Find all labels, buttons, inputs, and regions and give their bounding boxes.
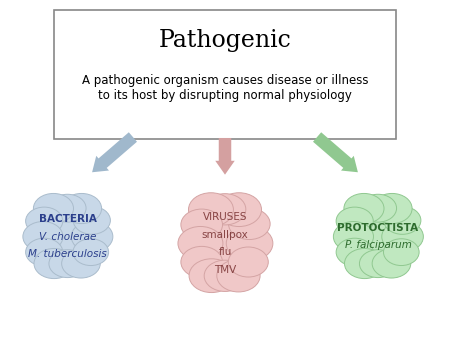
Circle shape (62, 249, 100, 278)
Circle shape (73, 239, 108, 266)
Text: flu: flu (218, 247, 232, 257)
Circle shape (360, 194, 396, 222)
Text: VIRUSES: VIRUSES (203, 212, 247, 222)
Circle shape (333, 221, 374, 252)
Text: P. falciparum: P. falciparum (345, 240, 411, 250)
Text: V. cholerae: V. cholerae (39, 232, 96, 242)
Circle shape (336, 207, 373, 235)
Circle shape (71, 221, 113, 252)
Circle shape (345, 248, 385, 279)
Ellipse shape (35, 206, 100, 267)
Circle shape (372, 193, 412, 223)
Circle shape (49, 194, 86, 222)
Circle shape (384, 207, 421, 234)
Circle shape (34, 248, 74, 279)
Text: A pathogenic organism causes disease or illness
to its host by disrupting normal: A pathogenic organism causes disease or … (82, 74, 368, 102)
FancyArrowPatch shape (92, 132, 137, 172)
Circle shape (189, 193, 234, 226)
Circle shape (181, 209, 222, 240)
Circle shape (229, 208, 270, 240)
Circle shape (204, 260, 246, 291)
Text: smallpox: smallpox (202, 230, 248, 240)
Circle shape (181, 246, 222, 277)
Circle shape (372, 249, 411, 278)
Circle shape (344, 193, 384, 223)
Circle shape (62, 193, 102, 223)
Ellipse shape (346, 206, 410, 267)
Circle shape (226, 226, 273, 261)
Circle shape (189, 259, 234, 293)
Circle shape (216, 193, 261, 226)
Text: BACTERIA: BACTERIA (39, 214, 96, 224)
Circle shape (382, 221, 423, 252)
FancyArrowPatch shape (215, 138, 235, 175)
Text: Pathogenic: Pathogenic (158, 29, 292, 52)
Circle shape (26, 238, 63, 266)
Circle shape (33, 193, 73, 223)
Circle shape (178, 226, 223, 260)
Circle shape (228, 247, 268, 277)
Text: PROTOCTISTA: PROTOCTISTA (338, 223, 418, 233)
Circle shape (23, 221, 63, 252)
FancyBboxPatch shape (54, 10, 396, 139)
Circle shape (360, 250, 396, 277)
Circle shape (204, 194, 246, 225)
Text: TMV: TMV (214, 265, 236, 275)
Ellipse shape (193, 207, 257, 280)
FancyArrowPatch shape (313, 132, 358, 172)
Circle shape (49, 250, 86, 277)
Circle shape (336, 238, 373, 266)
Circle shape (383, 239, 419, 266)
Circle shape (73, 207, 110, 234)
Circle shape (217, 260, 260, 292)
Text: M. tuberculosis: M. tuberculosis (28, 249, 107, 259)
Circle shape (26, 207, 63, 235)
